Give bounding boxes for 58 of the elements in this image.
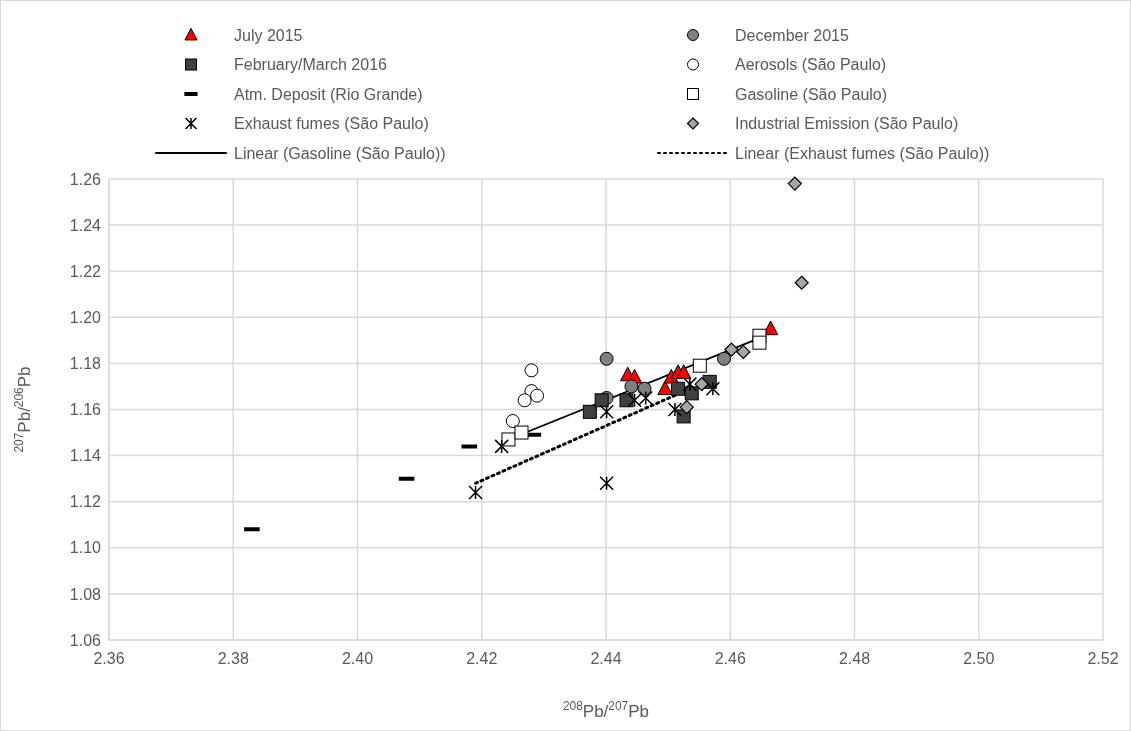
point <box>667 402 683 417</box>
point <box>530 388 545 403</box>
y-tick-label: 1.18 <box>69 355 102 372</box>
point <box>752 335 767 350</box>
y-tick-label: 1.24 <box>69 216 102 234</box>
legend-label: Linear (Exhaust fumes (São Paulo)) <box>735 144 990 162</box>
x-tick-label: 2.44 <box>590 650 622 667</box>
point <box>705 381 721 397</box>
point <box>657 380 673 396</box>
x-tick-label: 2.52 <box>1087 650 1119 667</box>
point <box>787 176 802 191</box>
y-tick-label: 1.20 <box>69 308 102 326</box>
x-tick-label: 2.50 <box>963 650 995 667</box>
y-tick-label: 1.08 <box>69 585 102 603</box>
point <box>599 351 614 366</box>
point <box>692 358 707 373</box>
point <box>494 439 509 454</box>
y-tick-label: 1.12 <box>69 493 102 511</box>
point <box>682 376 698 392</box>
point <box>724 342 739 357</box>
point <box>627 393 642 408</box>
point <box>599 476 614 491</box>
legend-label: December 2015 <box>735 26 849 44</box>
x-tick-label: 2.40 <box>341 650 374 667</box>
x-tick-label: 2.48 <box>838 650 871 667</box>
y-tick-label: 1.22 <box>69 262 102 280</box>
legend-label: July 2015 <box>234 26 303 44</box>
x-tick-label: 2.38 <box>217 650 249 667</box>
point <box>717 351 732 366</box>
point <box>671 381 686 396</box>
point <box>676 364 692 379</box>
x-tick-label: 2.36 <box>93 650 125 667</box>
legend-label: Atm. Deposit (Rio Grande) <box>234 85 423 103</box>
y-tick-label: 1.14 <box>69 447 102 465</box>
legend-label: Linear (Gasoline (São Paulo)) <box>234 144 446 162</box>
legend-label: Gasoline (São Paulo) <box>735 85 888 103</box>
point <box>679 400 694 415</box>
legend-label: Exhaust fumes (São Paulo) <box>234 115 429 133</box>
x-tick-label: 2.46 <box>714 650 746 667</box>
x-tick-label: 2.42 <box>466 650 498 667</box>
legend-label: Industrial Emission (São Paulo) <box>735 115 959 133</box>
legend-label: Aerosols (São Paulo) <box>735 56 887 74</box>
y-tick-label: 1.26 <box>69 170 102 188</box>
point <box>624 379 639 394</box>
point <box>514 425 529 440</box>
point <box>468 485 483 500</box>
y-tick-label: 1.06 <box>69 631 102 649</box>
x-axis-title: $^{208}$Pb/$^{207}$Pb <box>562 699 650 721</box>
point <box>599 404 614 420</box>
point <box>594 393 609 408</box>
y-tick-label: 1.10 <box>69 539 102 557</box>
y-tick-label: 1.16 <box>69 401 102 419</box>
point <box>794 275 809 290</box>
legend-label: February/March 2016 <box>234 56 388 74</box>
point <box>582 404 597 419</box>
point <box>736 344 751 359</box>
point <box>638 390 654 406</box>
point <box>694 377 709 392</box>
